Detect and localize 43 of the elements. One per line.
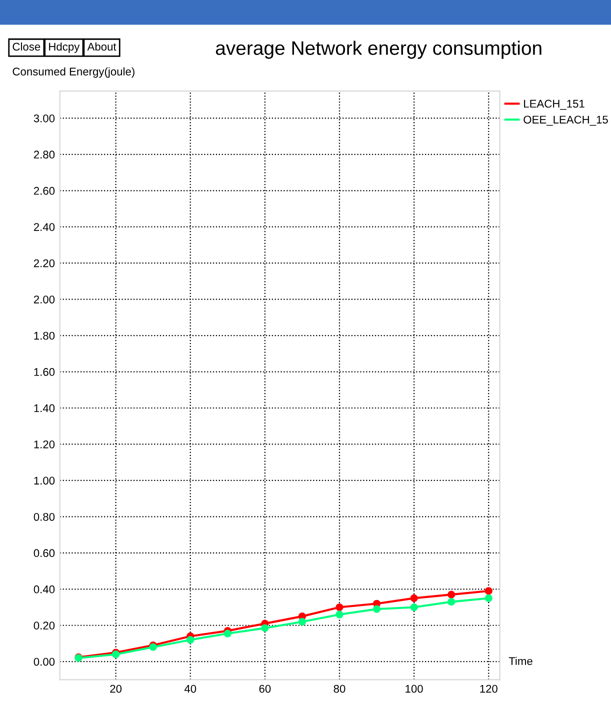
legend-label: OEE_LEACH_15 [524,116,608,126]
y-tick-label: 2.40 [34,223,55,231]
point [410,594,418,602]
x-tick-label: 40 [184,684,196,693]
y-tick-label: 2.20 [34,259,55,268]
x-tick-label: 20 [110,684,122,693]
point [448,598,456,606]
x-tick-label: 120 [480,684,498,693]
y-tick-label: 2.00 [34,296,55,304]
y-tick-label: 3.00 [34,114,55,122]
point [372,605,381,613]
point [484,587,492,595]
text: About [87,42,116,51]
y-tick-label: 1.20 [34,440,55,448]
y-tick-label: 1.60 [34,368,55,376]
y-tick-label: 0.60 [34,549,55,558]
chart-title: average Network energy consumption [216,40,542,59]
x-tick-label: 100 [406,684,423,693]
y-tick-label: 1.40 [34,404,55,412]
text: Close [12,42,40,51]
text: Hdcpy [49,42,80,53]
y-tick-label: 2.80 [34,150,55,159]
point [224,630,232,638]
x-tick-label: 60 [259,684,271,693]
x-tick-label: 80 [334,684,346,693]
y-tick-label: 0.20 [34,622,55,630]
point [448,590,456,598]
y-tick-label: 2.60 [34,186,55,195]
y-tick-label: 0.40 [34,585,55,594]
point [336,603,344,612]
y-tick-label: 0.00 [34,658,55,666]
point [484,594,492,602]
point [336,610,344,618]
point [186,636,194,644]
legend-label: LEACH_151 [524,100,584,110]
x-axis-title: Time [508,656,532,666]
y-tick-label: 0.80 [34,512,55,521]
y-tick-label: 1.80 [34,332,55,340]
point [261,624,269,632]
y-tick-label: 1.00 [34,476,55,485]
point [410,603,418,612]
y-axis-title: Consumed Energy(joule) [12,67,134,78]
point [298,618,306,626]
